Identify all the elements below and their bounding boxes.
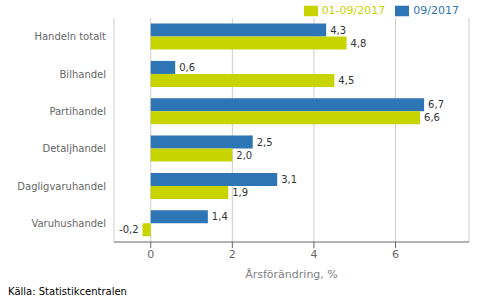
svg-text:6,6: 6,6 <box>424 112 440 123</box>
svg-text:Varuhushandel: Varuhushandel <box>31 218 106 229</box>
svg-text:2,5: 2,5 <box>257 137 273 148</box>
html-text:Källa: Statistikcentralen: Källa: Statistikcentralen <box>8 286 127 297</box>
svg-text:6: 6 <box>392 248 399 261</box>
svg-text:Dagligvaruhandel: Dagligvaruhandel <box>17 181 106 192</box>
svg-text:2,0: 2,0 <box>236 150 252 161</box>
svg-text:4,5: 4,5 <box>338 75 354 86</box>
svg-text:6,7: 6,7 <box>428 99 444 110</box>
svg-text:1,9: 1,9 <box>232 187 248 198</box>
svg-text:Årsförändring, %: Årsförändring, % <box>245 268 338 281</box>
svg-text:Handeln totalt: Handeln totalt <box>34 31 106 42</box>
svg-text:1,4: 1,4 <box>212 211 228 222</box>
svg-text:-0,2: -0,2 <box>119 224 139 235</box>
svg-text:0: 0 <box>147 248 154 261</box>
svg-text:Bilhandel: Bilhandel <box>60 69 107 80</box>
svg-text:2: 2 <box>229 248 236 261</box>
svg-text:3,1: 3,1 <box>281 174 297 185</box>
svg-text:Partihandel: Partihandel <box>49 106 106 117</box>
svg-text:0,6: 0,6 <box>179 62 195 73</box>
svg-text:4,8: 4,8 <box>351 38 367 49</box>
svg-text:4,3: 4,3 <box>330 25 346 36</box>
svg-text:4: 4 <box>310 248 317 261</box>
svg-text:Detaljhandel: Detaljhandel <box>42 143 106 154</box>
html-text:01-09/2017: 01-09/2017 <box>321 4 386 17</box>
html-text:09/2017: 09/2017 <box>413 4 459 17</box>
